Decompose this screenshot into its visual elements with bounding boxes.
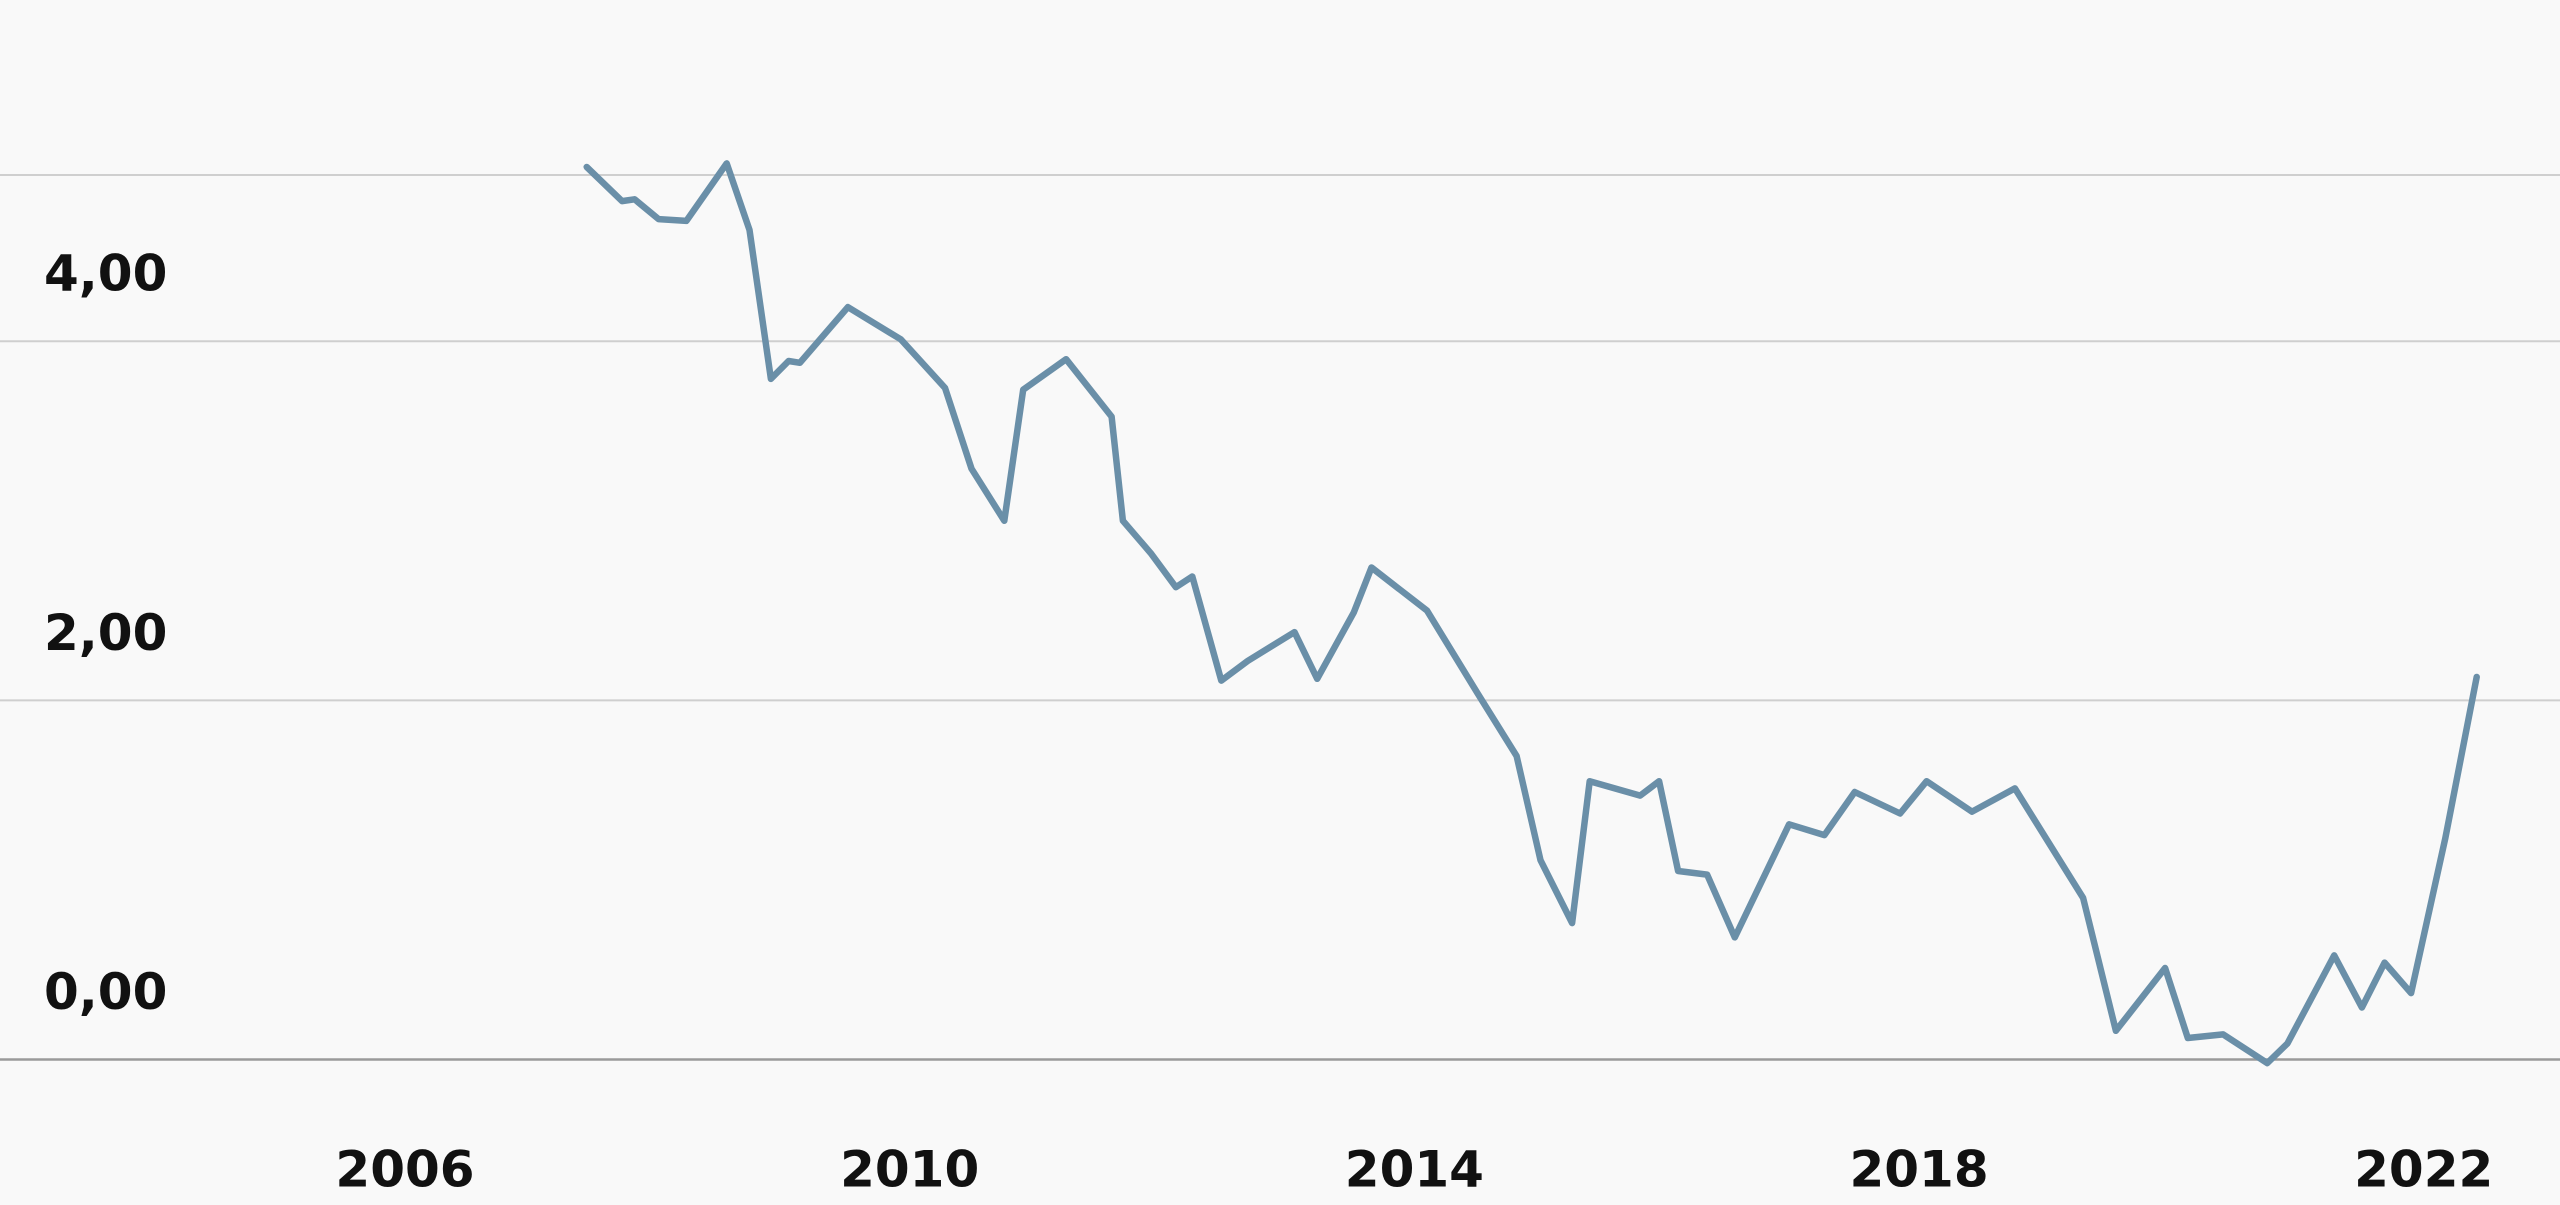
y-tick-label: 2,00 [44, 604, 167, 662]
x-tick-label: 2022 [2354, 1141, 2493, 1199]
x-tick-label: 2018 [1849, 1141, 1988, 1199]
y-tick-label: 0,00 [44, 963, 167, 1021]
y-tick-label: 4,00 [44, 245, 167, 303]
x-tick-label: 2010 [840, 1141, 979, 1199]
x-tick-label: 2014 [1345, 1141, 1484, 1199]
x-tick-label: 2006 [335, 1141, 474, 1199]
data-line [583, 160, 2480, 1067]
